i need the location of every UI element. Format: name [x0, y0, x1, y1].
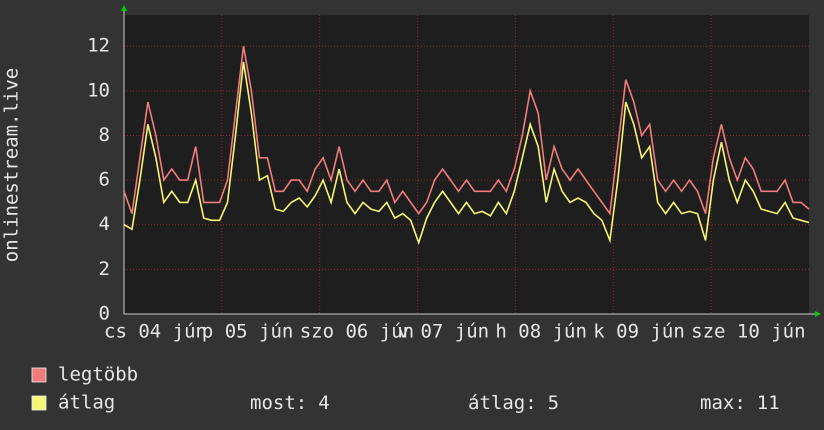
x-tick-label: h 08 jún — [495, 321, 587, 343]
x-axis-arrow — [815, 311, 821, 317]
stat-label: max: — [700, 392, 746, 414]
series-line — [123, 61, 810, 246]
x-tick-label: v 07 jún — [398, 321, 490, 343]
plot-area — [124, 15, 809, 314]
y-tick-label: 6 — [99, 169, 110, 191]
y-tick-label: 12 — [87, 35, 110, 57]
legend-label: legtöbb — [58, 364, 138, 386]
x-tick-label: sze 10 jún — [691, 321, 805, 343]
legend-label: átlag — [58, 392, 115, 414]
y-axis-label: onlinestream.live — [1, 68, 23, 262]
x-tick-label: k 09 jún — [593, 321, 685, 343]
series-line — [123, 46, 810, 216]
y-tick-label: 10 — [87, 79, 110, 101]
stat-value: 11 — [757, 392, 780, 414]
legend-swatch — [31, 395, 47, 411]
stat: most: 4 — [250, 392, 330, 414]
stat-label: most: — [250, 392, 307, 414]
y-tick-label: 2 — [99, 258, 110, 280]
y-tick-label: 8 — [99, 124, 110, 146]
y-axis-arrow — [121, 5, 127, 11]
x-tick-label: szo 06 jún — [300, 321, 414, 343]
stat: max: 11 — [700, 392, 780, 414]
stat-label: átlag: — [468, 392, 537, 414]
stat-value: 4 — [318, 392, 329, 414]
legend-swatch — [31, 367, 47, 383]
y-tick-label: 0 — [99, 303, 110, 325]
x-tick-label: p 05 jún — [202, 321, 294, 343]
stat: átlag: 5 — [468, 392, 559, 414]
x-tick-label: cs 04 jún — [104, 321, 207, 343]
stat-value: 5 — [548, 392, 559, 414]
y-tick-label: 4 — [99, 213, 110, 235]
